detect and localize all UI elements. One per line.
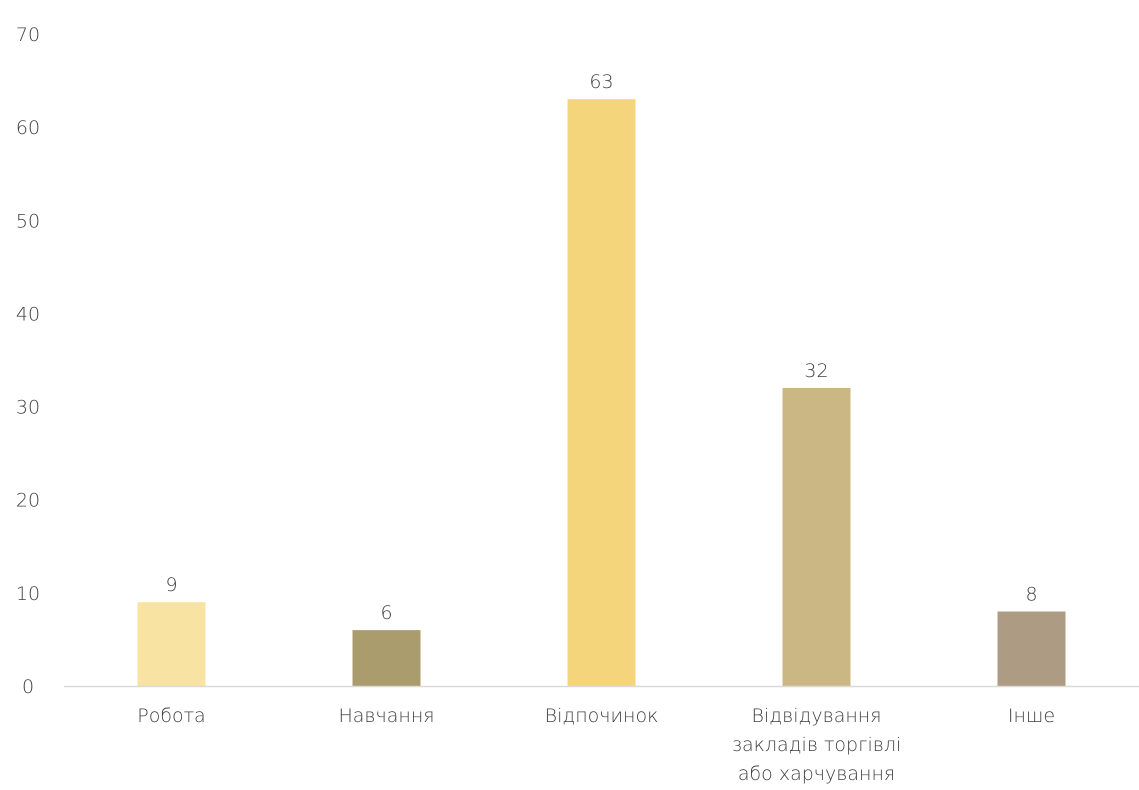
bar <box>567 99 636 686</box>
y-tick-label: 20 <box>16 490 40 512</box>
y-tick-label: 50 <box>16 210 40 232</box>
bar <box>997 611 1066 686</box>
x-tick-label: Відвідування <box>752 705 882 727</box>
bar <box>137 602 206 686</box>
data-label: 9 <box>165 574 177 596</box>
bar <box>352 630 421 686</box>
y-tick-label: 10 <box>16 583 40 605</box>
y-axis-ticks: 0 10 20 30 40 50 60 70 <box>16 24 40 698</box>
y-tick-label: 60 <box>16 117 40 139</box>
bar <box>782 387 851 686</box>
x-tick-label: Відпочинок <box>545 705 659 727</box>
data-label: 63 <box>589 71 613 93</box>
y-tick-label: 40 <box>16 303 40 325</box>
data-labels: 9 6 63 32 8 <box>165 71 1037 624</box>
y-tick-label: 0 <box>22 676 34 698</box>
data-label: 6 <box>380 602 392 624</box>
data-label: 8 <box>1025 583 1037 605</box>
x-tick-label: Інше <box>1008 705 1055 727</box>
x-tick-label: або харчування <box>738 763 895 785</box>
data-label: 32 <box>804 360 828 382</box>
bars <box>137 99 1066 686</box>
x-tick-label: Навчання <box>338 705 434 727</box>
y-tick-label: 30 <box>16 397 40 419</box>
x-axis-labels: Робота Навчання Відпочинок Відвідування закл… <box>137 705 1055 785</box>
x-tick-label: закладів торгівлі <box>732 734 902 756</box>
y-tick-label: 70 <box>16 24 40 46</box>
x-tick-label: Робота <box>137 705 205 727</box>
